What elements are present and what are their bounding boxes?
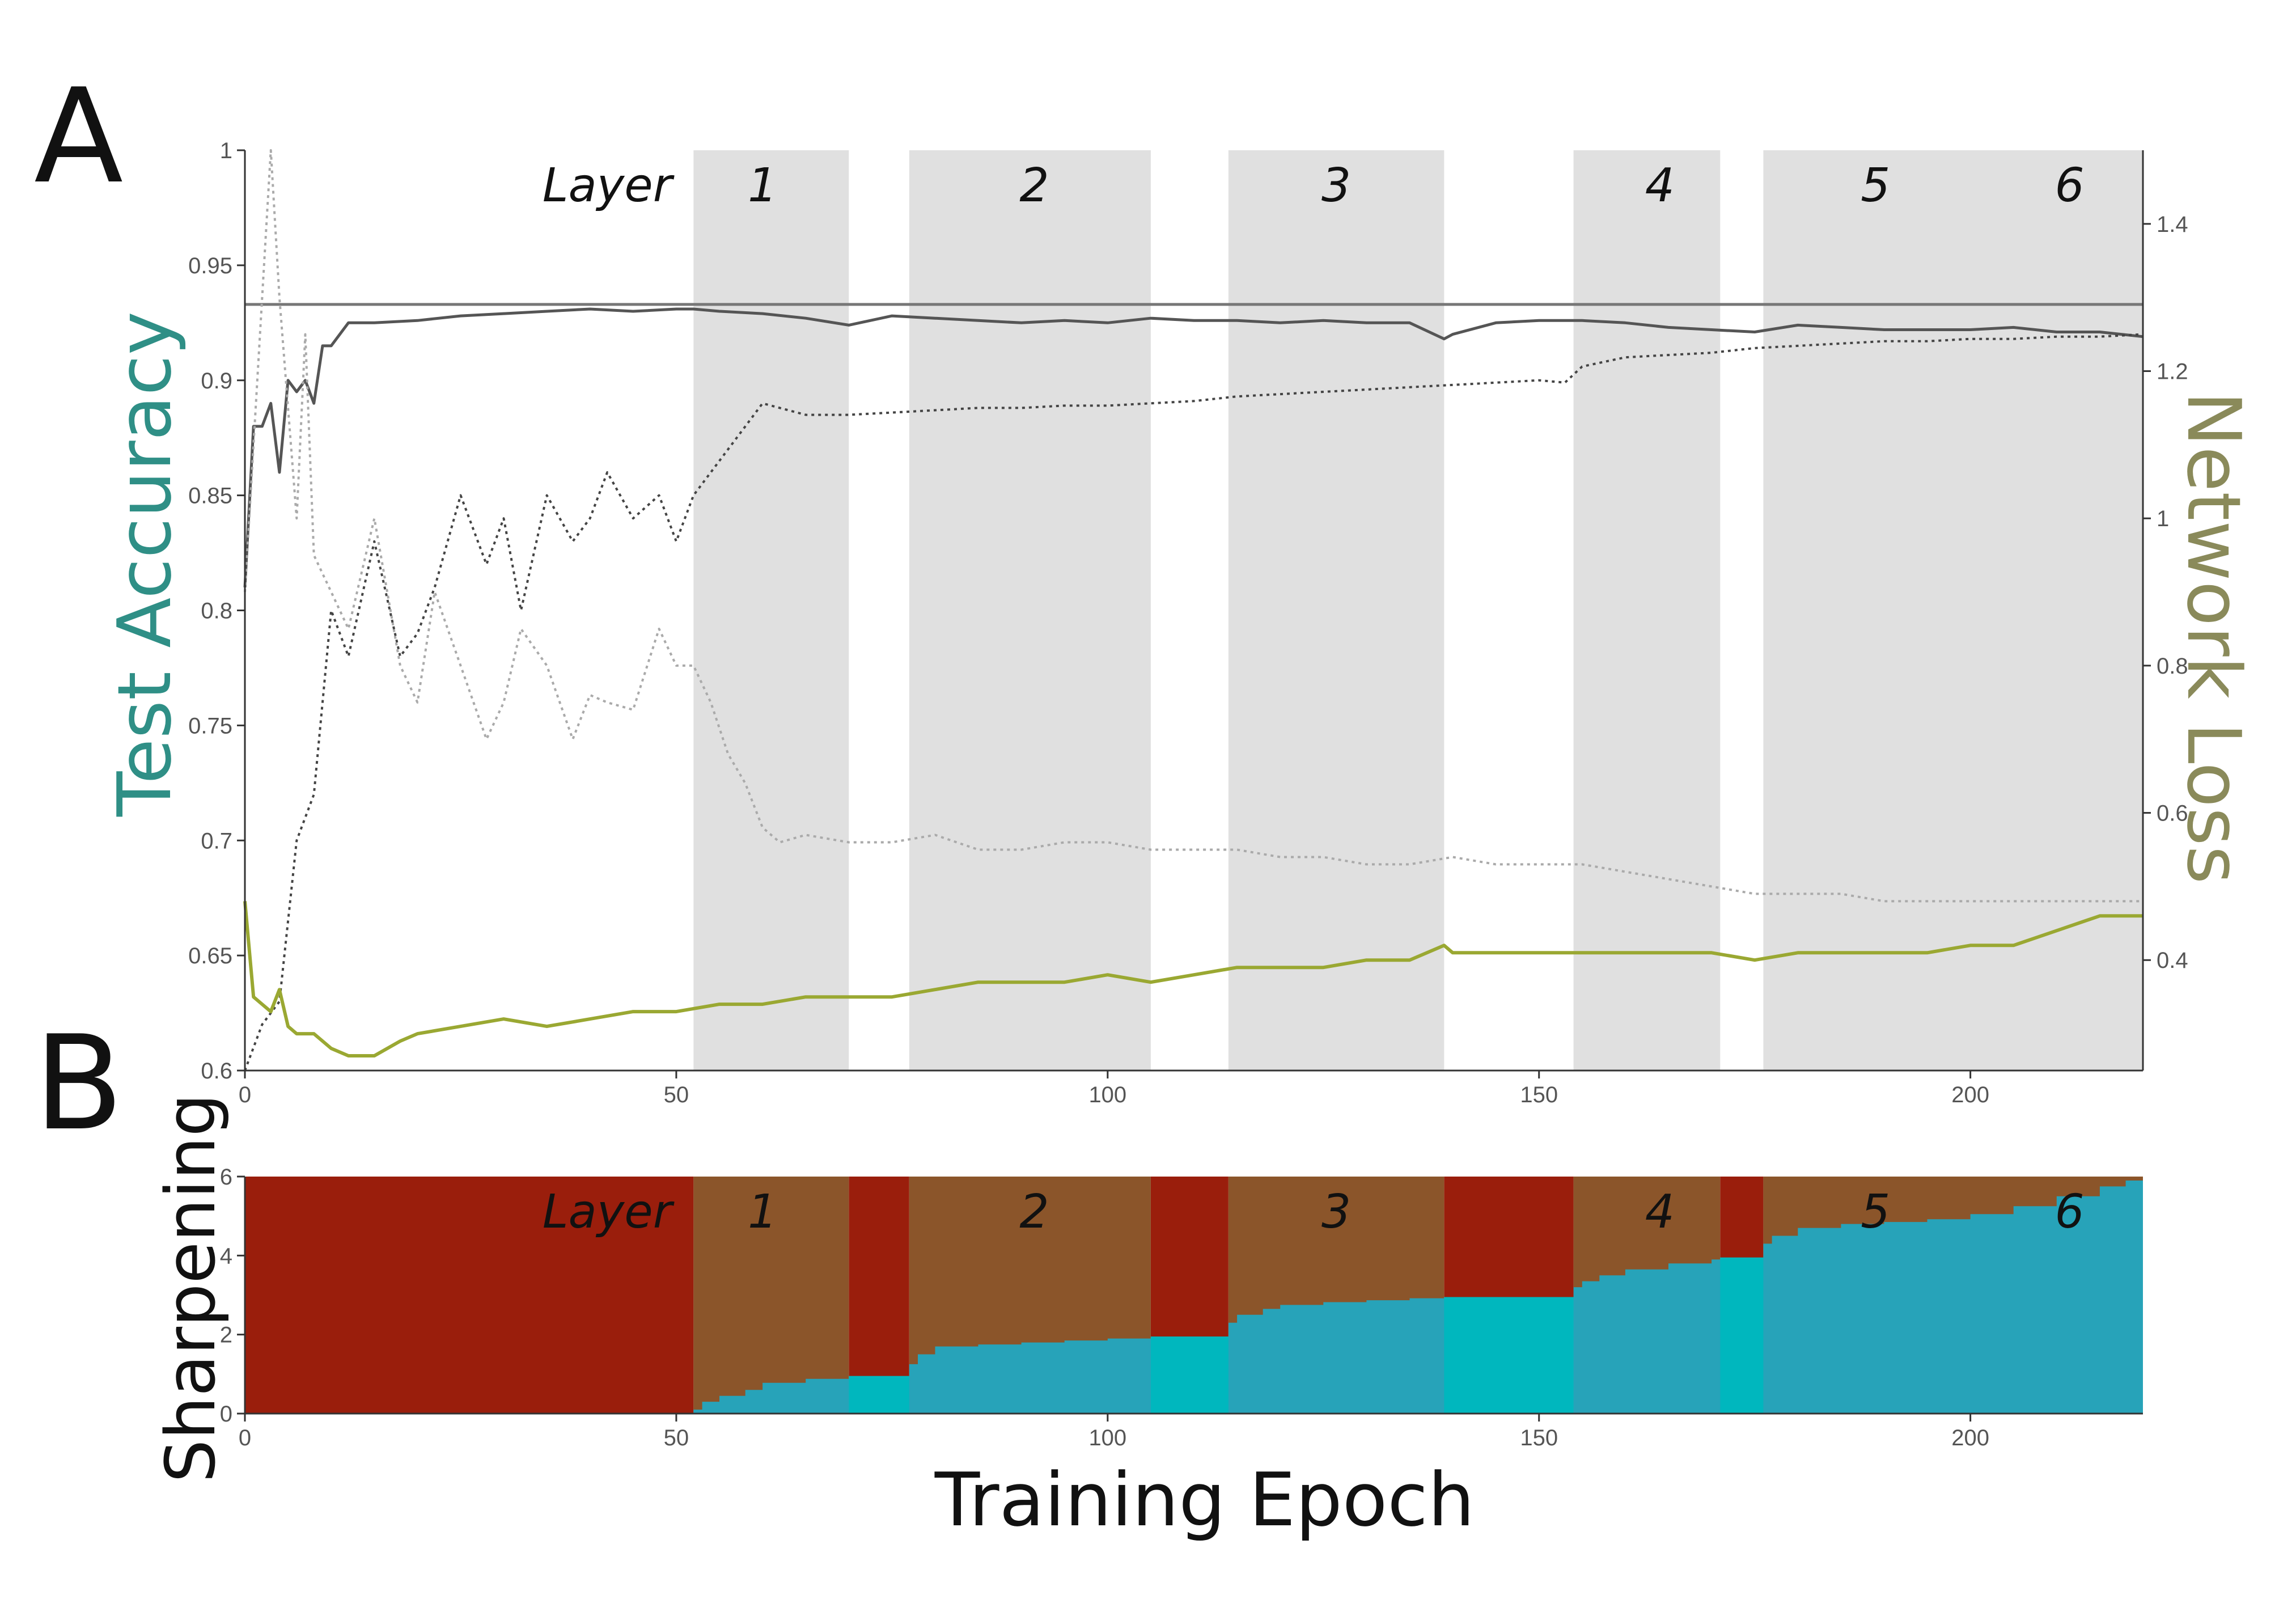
layer-label-b: 1 <box>748 1185 777 1239</box>
x-tick-label-b: 200 <box>1951 1425 1989 1450</box>
sharpening-area <box>693 1177 2143 1414</box>
layer-title: Layer <box>543 159 675 213</box>
x-axis-label: Training Epoch <box>934 1457 1475 1543</box>
y-tick-label-left: 0.85 <box>188 484 232 509</box>
layer-label-b: 6 <box>2055 1185 2085 1239</box>
layer-label: 4 <box>1645 159 1675 213</box>
series-accuracy-solid <box>243 307 2144 588</box>
x-tick-label: 50 <box>664 1082 689 1107</box>
series-loss-dotted <box>244 149 2143 903</box>
y-tick-label-right: 0.8 <box>2157 654 2188 679</box>
red-band <box>849 1177 909 1414</box>
y-tick-label-b: 2 <box>220 1323 232 1348</box>
series-loss-solid <box>243 901 2143 1057</box>
red-band <box>245 1177 694 1414</box>
y-tick-label-left: 0.7 <box>201 828 232 853</box>
layer-label: 1 <box>748 159 777 213</box>
cyan-band <box>849 1376 909 1414</box>
layer-label-b: 2 <box>1019 1185 1049 1239</box>
layer-band <box>1573 150 1721 1071</box>
y-axis-label-loss: Network Loss <box>2171 391 2257 884</box>
x-tick-label: 100 <box>1088 1082 1126 1107</box>
y-tick-label-left: 0.75 <box>188 713 232 738</box>
x-tick-label-b: 50 <box>664 1425 689 1450</box>
x-tick-label: 200 <box>1951 1082 1989 1107</box>
y-axis-label-accuracy: Test Accuracy <box>101 311 188 817</box>
cyan-band <box>1720 1257 1764 1414</box>
y-tick-label-right: 1 <box>2157 506 2169 531</box>
y-tick-label-b: 6 <box>220 1165 232 1190</box>
layer-labels: 1 2 3 4 5 6 <box>748 159 2085 213</box>
layer-band <box>909 150 1151 1071</box>
y-tick-label-left: 0.9 <box>201 369 232 394</box>
layer-label: 6 <box>2055 159 2085 213</box>
axes-b: 0 2 4 6 0 50 100 150 200 <box>220 1165 2143 1450</box>
panel-b-chart: 1 2 3 4 5 6 Layer 0 2 4 6 0 50 100 150 200 Sharpening… <box>152 1093 2143 1543</box>
series-accuracy-dotted <box>244 333 2144 1071</box>
panel-a-letter: A <box>34 61 123 213</box>
x-tick-label: 150 <box>1520 1082 1558 1107</box>
x-tick-label-b: 0 <box>239 1425 251 1450</box>
layer-band <box>1763 150 2143 1071</box>
y-tick-label-right: 0.6 <box>2157 801 2188 826</box>
x-tick-label: 0 <box>239 1082 251 1107</box>
layer-label-b: 4 <box>1645 1185 1675 1239</box>
layer-band <box>1228 150 1444 1071</box>
brown-band <box>693 1177 849 1414</box>
y-axis-label-sharpening: Sharpening <box>152 1093 231 1483</box>
layer-label-b: 3 <box>1321 1185 1351 1239</box>
layer-label: 5 <box>1861 159 1890 213</box>
layer-label-b: 5 <box>1861 1185 1890 1239</box>
y-tick-label-right: 1.4 <box>2157 212 2188 237</box>
panel-a-chart: 1 2 3 4 5 6 Layer 0.6 0.65 0.7 0.75 0.8 0.85 0.9 0.9… <box>101 138 2257 1107</box>
x-tick-label-b: 100 <box>1088 1425 1126 1450</box>
cyan-band <box>1444 1297 1574 1414</box>
layer-title-b: Layer <box>543 1185 675 1239</box>
layer-shade-bands <box>693 150 2143 1071</box>
y-tick-label-left: 0.95 <box>188 253 232 278</box>
stacked-bands <box>245 1177 2143 1414</box>
axes: 0.60.650.70.750.80.850.90.9510.40.60.811… <box>188 138 2188 1107</box>
panel-b-letter: B <box>34 1008 124 1160</box>
y-tick-label-right: 0.4 <box>2157 948 2188 973</box>
cyan-band <box>1150 1336 1229 1414</box>
y-tick-label-left: 1 <box>220 138 232 163</box>
layer-label: 2 <box>1019 159 1049 213</box>
layer-band <box>693 150 849 1071</box>
x-tick-label-b: 150 <box>1520 1425 1558 1450</box>
series-group <box>243 149 2144 1071</box>
y-tick-label-b: 0 <box>220 1402 232 1427</box>
layer-labels-b: 1 2 3 4 5 6 <box>748 1185 2085 1239</box>
y-tick-label-left: 0.6 <box>201 1059 232 1084</box>
y-tick-label-b: 4 <box>220 1243 232 1268</box>
y-tick-label-left: 0.65 <box>188 944 232 968</box>
layer-label: 3 <box>1321 159 1351 213</box>
y-tick-label-left: 0.8 <box>201 599 232 624</box>
y-tick-label-right: 1.2 <box>2157 359 2188 384</box>
